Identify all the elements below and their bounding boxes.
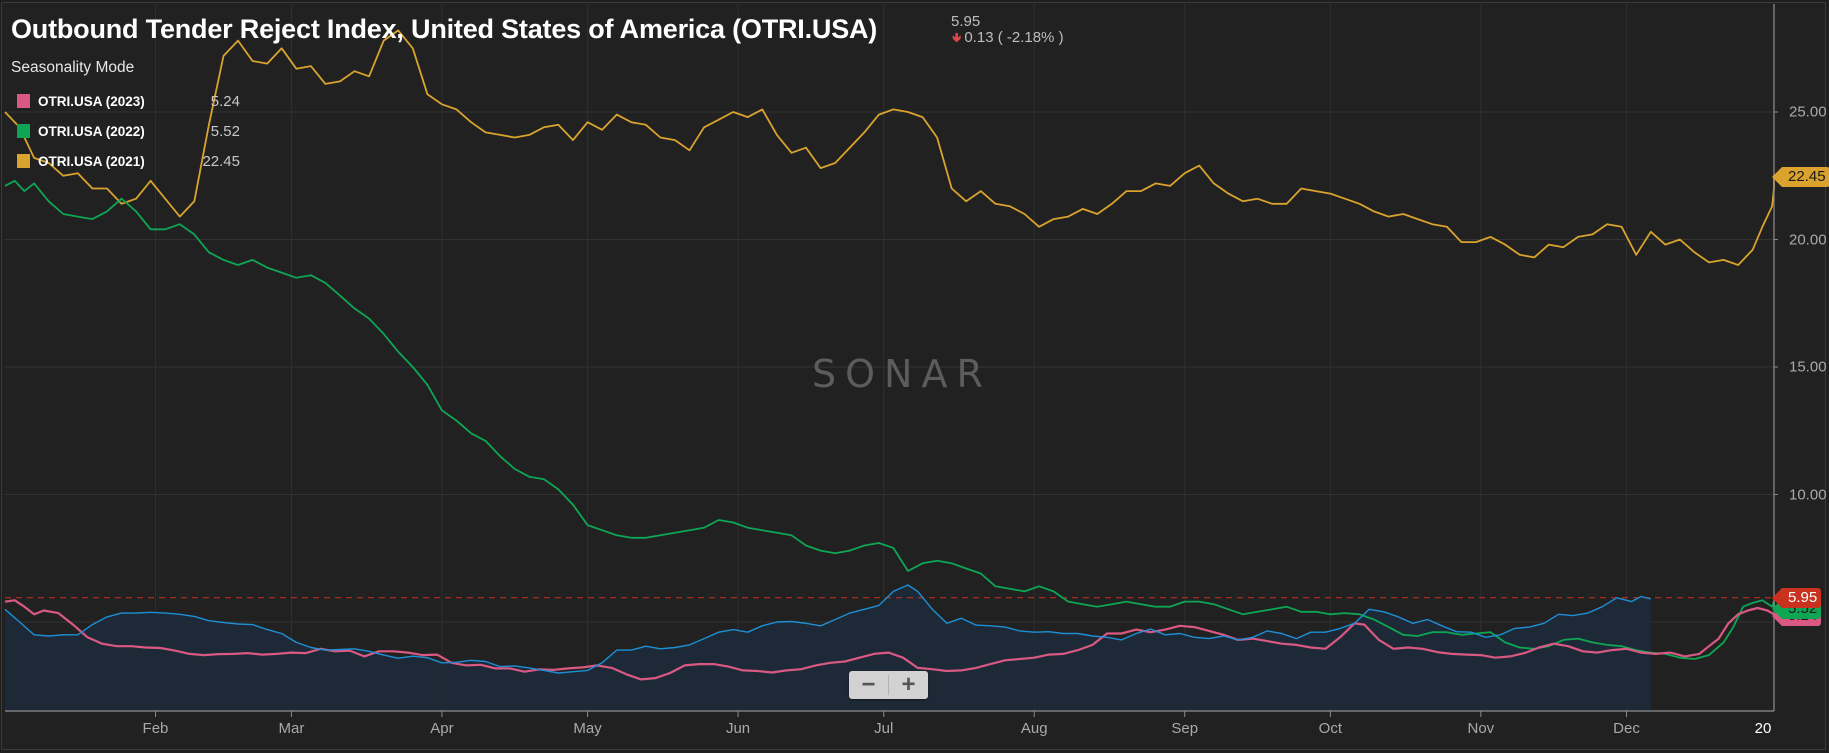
- seasonality-mode-label: Seasonality Mode: [11, 59, 135, 76]
- legend-value: 5.24: [210, 92, 240, 110]
- legend-value: 5.52: [210, 122, 240, 140]
- legend-item-2021[interactable]: OTRI.USA (2021) 22.45: [17, 146, 240, 176]
- legend-item-2023[interactable]: OTRI.USA (2023) 5.24: [17, 86, 240, 116]
- y-tick-label: 25.00: [1789, 103, 1827, 121]
- zoom-controls: − +: [849, 671, 928, 699]
- y-tick-label: 15.00: [1789, 358, 1827, 376]
- x-tick-label: Mar: [278, 720, 305, 737]
- series-line-otri-usa-2022: [4, 179, 1775, 660]
- legend-swatch: [17, 154, 30, 168]
- x-tick-label: 20: [1754, 720, 1772, 737]
- legend-swatch: [17, 124, 30, 138]
- legend-item-2022[interactable]: OTRI.USA (2022) 5.52: [17, 116, 240, 146]
- legend: OTRI.USA (2023) 5.24 OTRI.USA (2022) 5.5…: [17, 86, 240, 176]
- y-tick-label: 20.00: [1789, 231, 1827, 248]
- sonar-watermark: SONAR: [812, 352, 992, 396]
- x-tick-label: Sep: [1171, 720, 1199, 737]
- last-value: 5.95: [951, 13, 981, 30]
- zoom-out-button[interactable]: −: [861, 671, 876, 698]
- y-tick-label: 10.00: [1789, 486, 1827, 503]
- x-tick-label: May: [573, 720, 602, 737]
- price-tag: 22.45: [1772, 167, 1829, 188]
- series-lines: [4, 29, 1776, 681]
- legend-value: 22.45: [202, 152, 240, 170]
- legend-label: OTRI.USA (2023): [38, 93, 145, 109]
- zoom-separator: [888, 675, 889, 695]
- legend-label: OTRI.USA (2022): [38, 123, 145, 139]
- x-tick-label: Aug: [1020, 720, 1048, 737]
- x-tick-label: Jun: [725, 720, 751, 737]
- x-tick-label: Feb: [142, 720, 169, 737]
- change-indicator: 🢃 0.13 ( -2.18% ): [952, 29, 1064, 51]
- zoom-in-button[interactable]: +: [901, 671, 916, 698]
- x-tick-label: Nov: [1467, 720, 1495, 737]
- x-tick-label: Dec: [1613, 720, 1640, 737]
- series-line-otri-usa-2023: [4, 599, 1776, 681]
- series-area-fill: [5, 585, 1651, 711]
- x-tick-label: Jul: [874, 720, 894, 737]
- series-line-comparison-current-year: [4, 584, 1651, 674]
- area-fills: [5, 585, 1651, 711]
- x-tick-label: Apr: [430, 720, 454, 737]
- x-tick-label: Oct: [1318, 720, 1343, 737]
- chart-title: Outbound Tender Reject Index, United Sta…: [11, 14, 878, 44]
- down-arrow-icon: 🢃: [952, 30, 962, 45]
- legend-swatch: [17, 94, 30, 108]
- series-line-otri-usa-2021: [4, 29, 1775, 266]
- legend-label: OTRI.USA (2021): [38, 153, 145, 169]
- price-tag: 5.95: [1771, 587, 1822, 608]
- change-text: 0.13 ( -2.18% ): [964, 29, 1064, 46]
